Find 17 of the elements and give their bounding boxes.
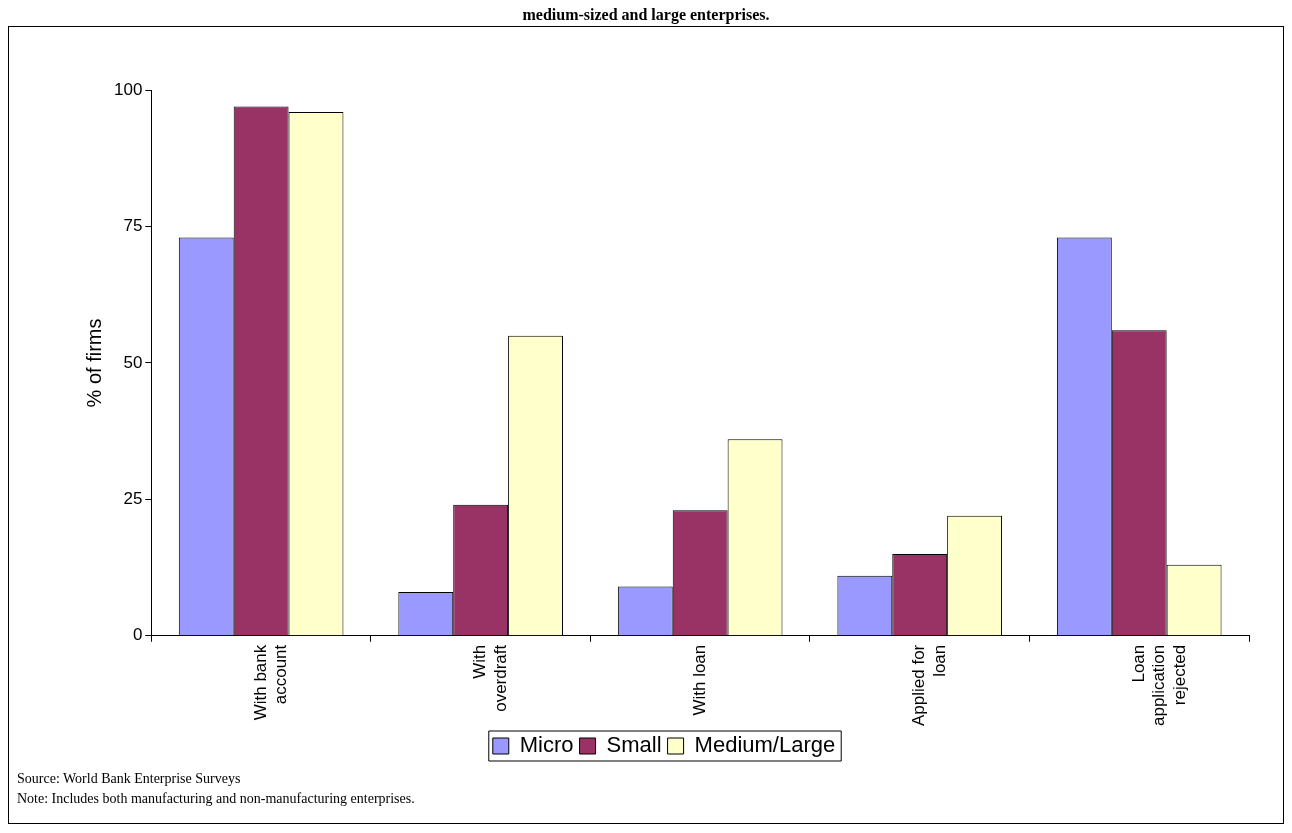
y-tick-label: 50 bbox=[123, 352, 143, 372]
x-tick-label: With overdraft bbox=[470, 644, 510, 712]
y-tick-label: 25 bbox=[123, 489, 143, 509]
x-tick-label: Loan application rejected bbox=[1128, 644, 1189, 726]
x-tick-label: With bank account bbox=[250, 644, 291, 721]
y-tick-label: 100 bbox=[113, 79, 143, 99]
y-axis-title: % of firms bbox=[82, 318, 105, 408]
legend-label: Small bbox=[606, 732, 662, 758]
legend-label: Micro bbox=[519, 732, 574, 758]
x-tick-label: With loan bbox=[689, 644, 709, 716]
source-note: Source: World Bank Enterprise Surveys bbox=[17, 770, 242, 788]
text: Note: Includes both manufacturing and non-manufacturing enterprises. bbox=[17, 790, 416, 808]
y-tick-label: 0 bbox=[132, 625, 143, 645]
x-tick-label: Applied for loan bbox=[909, 644, 949, 726]
chart-title: medium-sized and large enterprises. bbox=[521, 6, 771, 26]
legend-label: Medium/Large bbox=[694, 732, 836, 758]
y-tick-label: 75 bbox=[123, 216, 143, 236]
